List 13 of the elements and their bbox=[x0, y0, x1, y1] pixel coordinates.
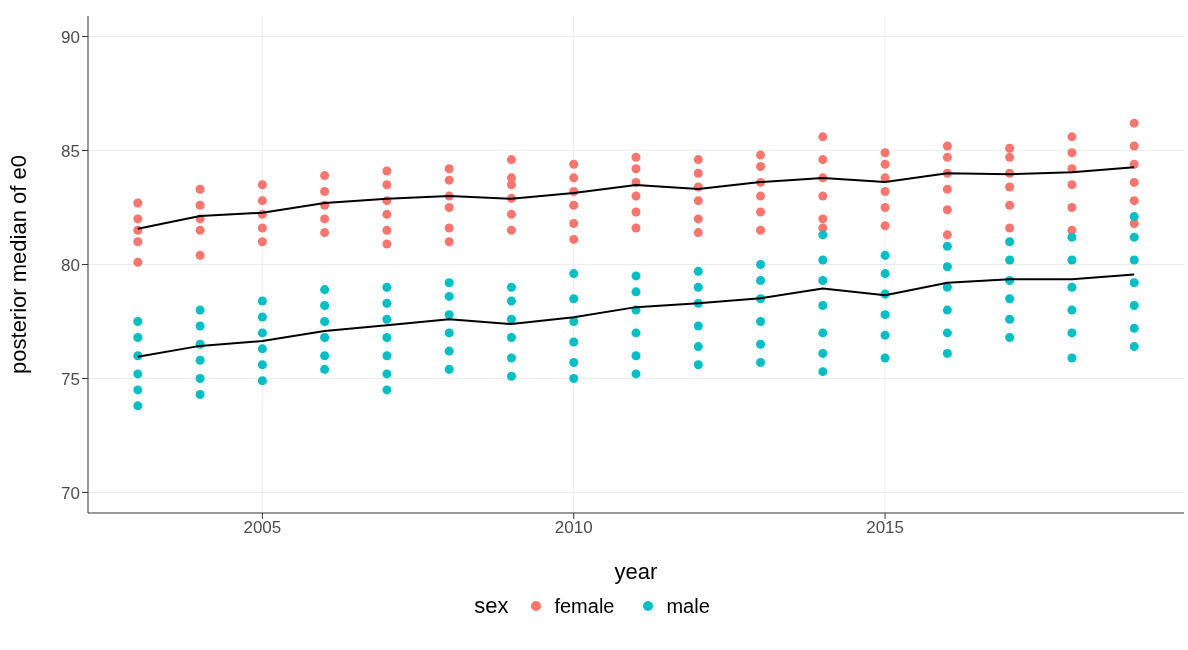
x-tick-label: 2005 bbox=[243, 518, 282, 538]
y-tick-label: 70 bbox=[61, 483, 80, 503]
x-tick-label: 2010 bbox=[554, 518, 593, 538]
legend-title: sex bbox=[474, 593, 509, 619]
y-tick-label: 90 bbox=[61, 27, 80, 47]
legend-label: male bbox=[666, 594, 710, 618]
x-axis-title: year bbox=[614, 559, 658, 584]
y-tick-label: 85 bbox=[61, 141, 80, 161]
y-tick-label: 80 bbox=[61, 255, 80, 275]
y-axis-title: posterior median of e0 bbox=[5, 155, 31, 374]
legend-label: female bbox=[554, 594, 615, 618]
y-tick-label: 75 bbox=[61, 369, 80, 389]
x-tick-label: 2015 bbox=[866, 518, 904, 538]
